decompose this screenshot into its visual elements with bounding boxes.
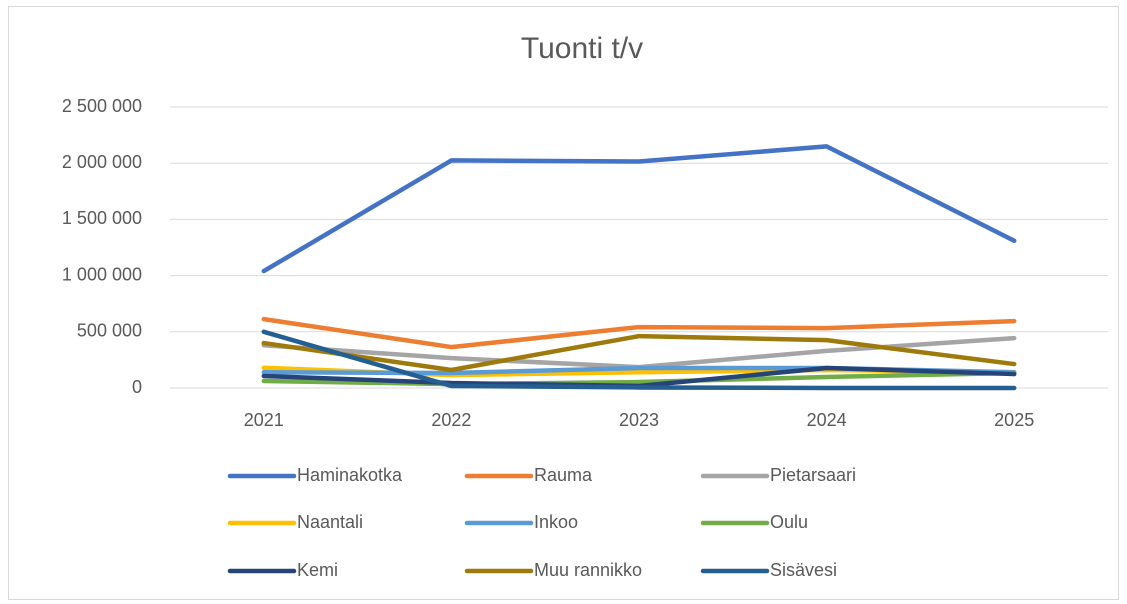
- legend-label: Muu rannikko: [534, 560, 642, 580]
- legend-label: Rauma: [534, 465, 593, 485]
- y-tick-label: 1 000 000: [62, 264, 142, 284]
- legend-label: Pietarsaari: [770, 465, 856, 485]
- y-tick-label: 2 000 000: [62, 152, 142, 172]
- y-tick-label: 1 500 000: [62, 208, 142, 228]
- x-tick-label: 2025: [994, 410, 1034, 430]
- series-line: [261, 316, 1017, 350]
- x-tick-label: 2022: [431, 410, 471, 430]
- legend-label: Kemi: [297, 560, 338, 580]
- y-tick-label: 0: [132, 377, 142, 397]
- y-tick-label: 2 500 000: [62, 96, 142, 116]
- y-tick-label: 500 000: [77, 321, 142, 341]
- series-line: [261, 370, 1017, 387]
- chart-frame: [8, 6, 1119, 600]
- x-tick-label: 2024: [807, 410, 847, 430]
- series-line: [261, 333, 1017, 373]
- legend-label: Inkoo: [534, 512, 578, 532]
- chart-title: Tuonti t/v: [521, 32, 643, 65]
- legend-label: Haminakotka: [297, 465, 403, 485]
- x-tick-label: 2021: [244, 410, 284, 430]
- legend-label: Oulu: [770, 512, 808, 532]
- legend-label: Sisävesi: [770, 560, 837, 580]
- x-tick-label: 2023: [619, 410, 659, 430]
- legend-label: Naantali: [297, 512, 363, 532]
- series-line: [261, 329, 1017, 391]
- series-line: [261, 144, 1017, 274]
